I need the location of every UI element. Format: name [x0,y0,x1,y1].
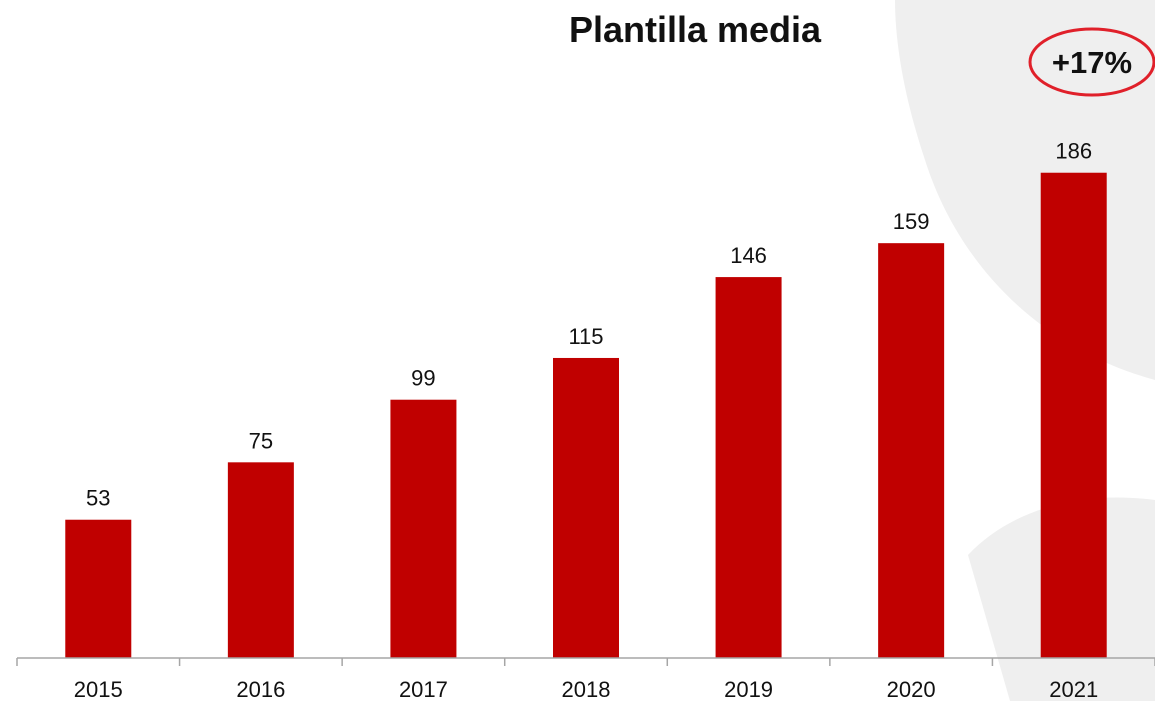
bar-2018 [553,357,619,658]
data-label-2016: 75 [249,428,273,453]
bar-2015 [65,519,132,658]
bar-2019 [715,277,782,658]
x-tick-label-2015: 2015 [74,677,123,701]
x-tick-label-2017: 2017 [399,677,448,701]
bar-2016 [227,462,294,658]
data-label-2015: 53 [86,486,110,511]
data-labels: 53 75 99 115 146 159 186 [86,139,1092,511]
data-label-2019: 146 [730,243,767,268]
data-label-2020: 159 [893,209,930,234]
data-label-2021: 186 [1055,139,1092,164]
bar-2017 [390,399,457,658]
x-tick-label-2019: 2019 [724,677,773,701]
bar-series [65,172,1107,658]
growth-badge: +17% [1028,27,1155,97]
data-label-2017: 99 [411,366,435,391]
x-tick-label-2020: 2020 [887,677,936,701]
data-label-2018: 115 [568,324,603,349]
x-tick-label-2021: 2021 [1049,677,1098,701]
chart-title: Plantilla media [569,9,822,50]
x-tick-label-2018: 2018 [562,677,611,701]
x-tick-label-2016: 2016 [236,677,285,701]
x-axis: 2015 2016 2017 2018 2019 2020 2021 [16,657,1155,701]
bar-2021 [1040,172,1107,658]
badge-label: +17% [1052,45,1132,80]
bar-2020 [878,243,945,658]
badge-outline [1028,27,1155,97]
